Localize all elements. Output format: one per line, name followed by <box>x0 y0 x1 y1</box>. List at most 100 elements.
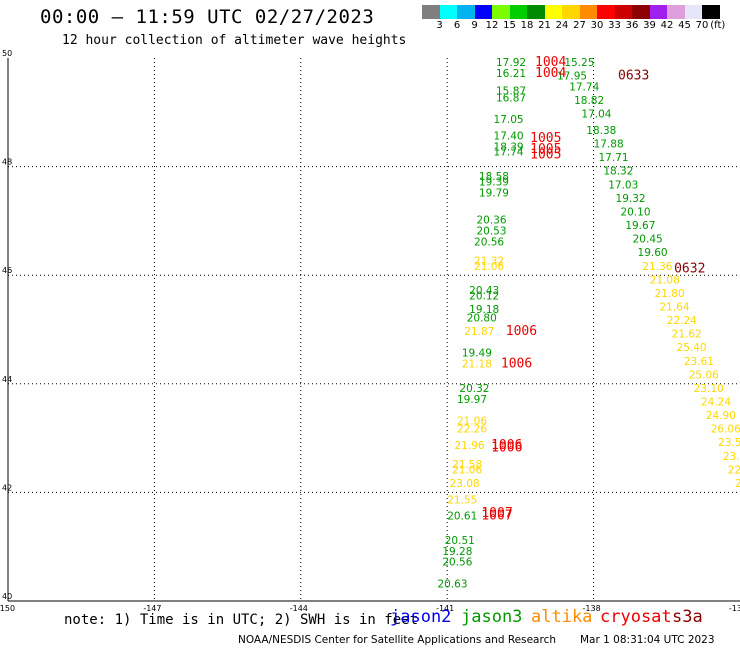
colorbar-swatch <box>597 5 615 19</box>
track-annotation: 0633 <box>618 69 649 84</box>
colorbar-label: 70 <box>695 20 709 31</box>
wave-height-point: 17.95 <box>557 71 587 83</box>
wave-height-point: 20.63 <box>437 578 467 590</box>
wave-height-point: 21.62 <box>672 329 702 341</box>
wave-height-point: 22.76 <box>728 464 740 476</box>
wave-height-point: 18.82 <box>574 95 604 107</box>
wave-height-point: 17.05 <box>494 114 524 126</box>
colorbar-label: 45 <box>678 20 691 31</box>
wave-height-point: 17.74 <box>569 82 599 94</box>
wave-height-point: 21.64 <box>659 301 689 313</box>
track-annotation: 1006 <box>506 324 537 339</box>
colorbar-label: 30 <box>590 20 604 31</box>
page-subtitle: 12 hour collection of altimeter wave hei… <box>62 33 407 48</box>
colorbar-label: 36 <box>625 20 639 31</box>
wave-height-point: 24.24 <box>701 397 731 409</box>
satellite-legend-altika: altika <box>531 607 593 627</box>
x-tick-label: -138 <box>583 604 601 613</box>
colorbar-label: 24 <box>555 20 569 31</box>
wave-height-point: 19.18 <box>469 304 499 316</box>
colorbar-swatch <box>649 5 667 19</box>
y-tick-label: 46 <box>2 266 12 275</box>
colorbar-swatch <box>474 5 492 19</box>
track-annotation: 1005 <box>530 131 561 146</box>
satellite-legend-cryosat: cryosat <box>600 607 672 627</box>
wave-height-point: 21.06 <box>457 416 487 428</box>
colorbar-swatch <box>527 5 545 19</box>
wave-height-point: 21.96 <box>455 440 485 452</box>
wave-height-point: 24.90 <box>706 410 736 422</box>
wave-height-point: 23.61 <box>684 356 714 368</box>
wave-height-point: 19.60 <box>638 247 668 259</box>
colorbar-swatch <box>702 5 720 19</box>
wave-height-point: 20.51 <box>445 535 475 547</box>
y-tick-label: 40 <box>2 592 12 601</box>
wave-height-point: 15.25 <box>564 57 594 69</box>
y-tick-label: 48 <box>2 158 12 167</box>
colorbar <box>422 5 720 19</box>
track-annotation: 1006 <box>501 357 532 372</box>
wave-height-point: 18.58 <box>479 171 509 183</box>
track-annotation: 1004 <box>535 66 566 81</box>
wave-height-point: 23.51 <box>718 437 740 449</box>
wave-height-point: 18.39 <box>494 141 524 153</box>
wave-height-point: 21.18 <box>462 359 492 371</box>
wave-height-point: 23.65 <box>723 451 740 463</box>
y-tick-label: 44 <box>2 375 12 384</box>
colorbar-label: 12 <box>485 20 499 31</box>
colorbar-label: 3 <box>436 20 443 31</box>
colorbar-label: (ft) <box>710 20 726 31</box>
colorbar-labels: 3 6 9 12 15 18 21 24 27 30 33 36 39 42 45 70 (ft) <box>422 20 740 34</box>
wave-height-point: 21.06 <box>474 261 504 273</box>
wave-height-point: 19.67 <box>625 220 655 232</box>
wave-height-point: 17.92 <box>496 57 526 69</box>
wave-height-point: 17.88 <box>594 139 624 151</box>
wave-height-point: 21.36 <box>642 261 672 273</box>
wave-height-point: 21.06 <box>452 464 482 476</box>
track-annotation: 1007 <box>481 509 512 524</box>
track-annotation: 1005 <box>530 147 561 162</box>
page-title: 00:00 – 11:59 UTC 02/27/2023 <box>40 6 375 28</box>
satellite-legend-s3a: s3a <box>672 607 703 627</box>
x-tick-label: -150 <box>0 604 15 613</box>
colorbar-swatch <box>509 5 527 19</box>
colorbar-label: 9 <box>471 20 478 31</box>
colorbar-swatch <box>492 5 510 19</box>
footnote: note: 1) Time is in UTC; 2) SWH is in fe… <box>64 612 419 628</box>
wave-height-point: 23.08 <box>450 478 480 490</box>
wave-height-point: 18.38 <box>586 125 616 137</box>
colorbar-swatch <box>684 5 702 19</box>
x-tick-label: -135 <box>729 604 740 613</box>
wave-height-point: 25.06 <box>689 369 719 381</box>
wave-height-point: 19.49 <box>462 348 492 360</box>
generated-timestamp: Mar 1 08:31:04 UTC 2023 <box>580 634 715 646</box>
wave-height-point: 17.04 <box>581 109 611 121</box>
colorbar-label: 21 <box>538 20 551 31</box>
wave-height-point: 19.79 <box>479 187 509 199</box>
track-annotation: 1006 <box>491 441 522 456</box>
x-tick-label: -141 <box>436 604 454 613</box>
wave-height-point: 21.08 <box>650 274 680 286</box>
wave-height-point: 22.85 <box>735 478 740 490</box>
colorbar-swatch <box>544 5 562 19</box>
colorbar-swatch <box>614 5 632 19</box>
track-annotation: 1006 <box>491 438 522 453</box>
wave-height-point: 17.71 <box>598 152 628 164</box>
wave-height-point: 20.56 <box>442 557 472 569</box>
colorbar-swatch <box>439 5 457 19</box>
colorbar-swatch <box>457 5 475 19</box>
colorbar-swatch <box>579 5 597 19</box>
wave-height-point: 20.53 <box>476 225 506 237</box>
wave-height-point: 22.24 <box>667 315 697 327</box>
wave-height-point: 18.32 <box>603 166 633 178</box>
wave-height-point: 19.39 <box>479 177 509 189</box>
wave-height-point: 19.28 <box>442 546 472 558</box>
track-annotation: 0632 <box>674 261 705 276</box>
y-tick-label: 42 <box>2 483 12 492</box>
x-tick-label: -144 <box>290 604 308 613</box>
wave-height-point: 22.26 <box>457 424 487 436</box>
track-annotation: 1004 <box>535 55 566 70</box>
colorbar-label: 15 <box>503 20 516 31</box>
wave-height-point: 20.61 <box>447 511 477 523</box>
